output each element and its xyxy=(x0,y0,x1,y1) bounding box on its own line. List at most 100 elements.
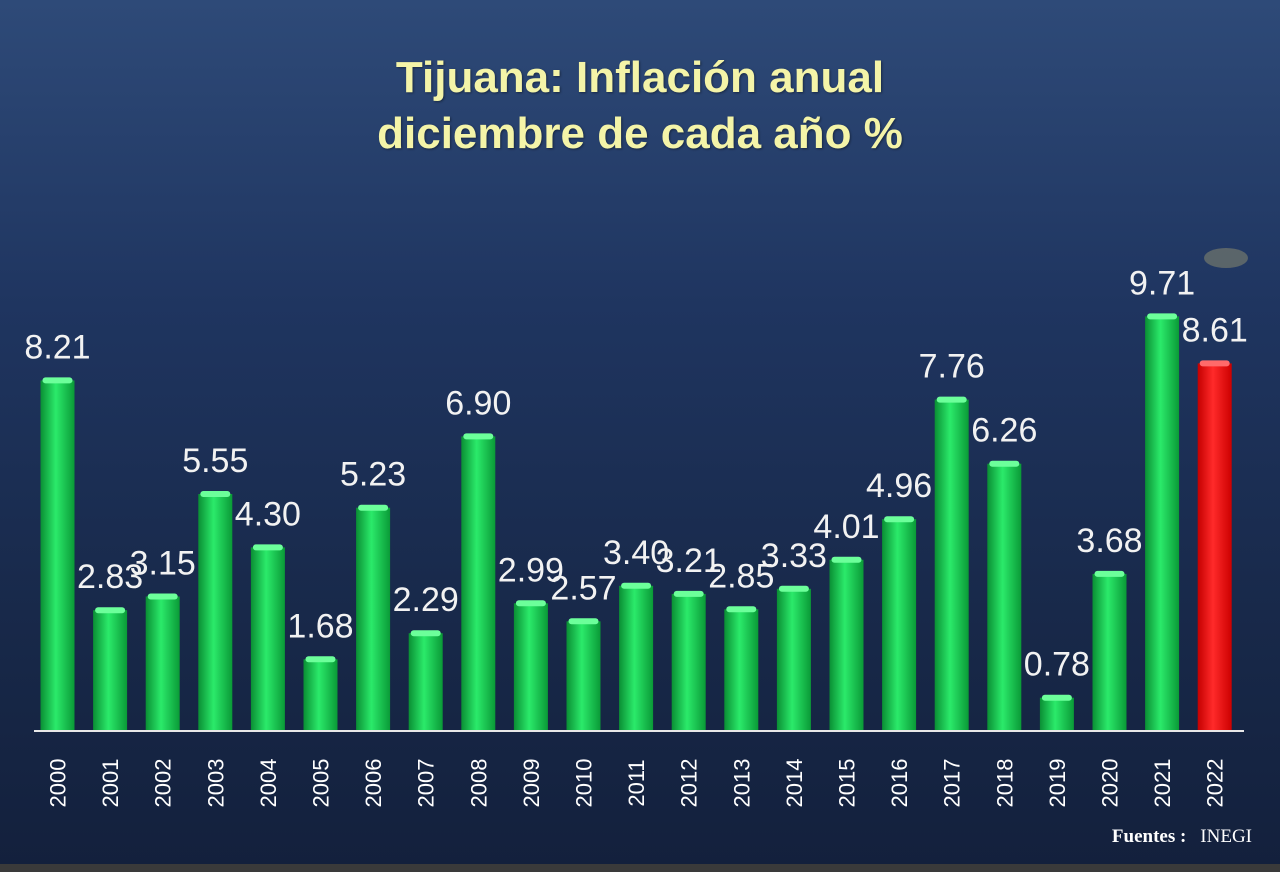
value-label-2015: 4.01 xyxy=(813,508,879,546)
glare-mark xyxy=(1204,248,1248,268)
bar-cap-2002 xyxy=(147,593,178,600)
bar-2022 xyxy=(1197,363,1232,731)
bar-2015 xyxy=(829,559,864,731)
value-label-2016: 4.96 xyxy=(866,467,932,505)
bar-cap-2014 xyxy=(778,585,809,592)
bar-cap-2012 xyxy=(673,590,704,597)
bar-cap-2018 xyxy=(989,460,1020,467)
bar-2019 xyxy=(1039,697,1074,731)
bar-2003 xyxy=(198,494,233,731)
source-name: INEGI xyxy=(1200,826,1252,847)
x-tick-2005: 2005 xyxy=(309,759,334,808)
x-tick-2003: 2003 xyxy=(203,759,228,808)
value-label-2008: 6.90 xyxy=(445,384,511,422)
bar-2018 xyxy=(987,463,1022,731)
value-label-2006: 5.23 xyxy=(340,456,406,494)
bar-2014 xyxy=(776,588,811,731)
bar-cap-2020 xyxy=(1094,570,1125,577)
bar-cap-2019 xyxy=(1041,694,1072,701)
bar-cap-2000 xyxy=(42,377,73,384)
value-label-2019: 0.78 xyxy=(1024,646,1090,684)
bar-cap-2015 xyxy=(831,556,862,563)
bar-cap-2004 xyxy=(252,544,283,551)
value-label-2012: 3.21 xyxy=(656,542,722,580)
bar-2013 xyxy=(724,609,759,731)
source-note: Fuentes : INEGI xyxy=(1112,826,1252,848)
value-label-2011: 3.40 xyxy=(603,534,669,572)
bar-cap-2007 xyxy=(410,630,441,637)
value-label-2007: 2.29 xyxy=(393,581,459,619)
bar-2004 xyxy=(250,547,285,731)
bottom-strip xyxy=(0,864,1280,872)
bar-2006 xyxy=(356,507,391,731)
bar-cap-2001 xyxy=(95,607,126,614)
x-tick-2015: 2015 xyxy=(835,759,860,808)
x-tick-2010: 2010 xyxy=(572,759,597,808)
x-tick-2014: 2014 xyxy=(782,759,807,808)
bar-cap-2021 xyxy=(1147,313,1178,320)
chart-title: Tijuana: Inflación anual diciembre de ca… xyxy=(0,50,1280,162)
chart-title-line1: Tijuana: Inflación anual xyxy=(395,53,885,102)
value-label-2000: 8.21 xyxy=(24,328,90,366)
bar-cap-2008 xyxy=(463,433,494,440)
bar-cap-2003 xyxy=(200,491,231,497)
bar-cap-2011 xyxy=(621,582,652,589)
x-tick-2020: 2020 xyxy=(1098,759,1123,808)
chart-title-line2: diciembre de cada año % xyxy=(377,109,903,158)
bar-2012 xyxy=(671,593,706,731)
value-label-2002: 3.15 xyxy=(130,545,196,583)
x-tick-2009: 2009 xyxy=(519,759,544,808)
bar-cap-2022 xyxy=(1199,360,1230,367)
x-tick-2016: 2016 xyxy=(887,759,912,808)
value-label-2001: 2.83 xyxy=(77,558,143,596)
value-label-2005: 1.68 xyxy=(287,607,353,645)
x-tick-2004: 2004 xyxy=(256,759,281,808)
x-tick-2013: 2013 xyxy=(729,759,754,808)
bar-2000 xyxy=(40,380,75,731)
bar-2021 xyxy=(1145,316,1180,731)
bar-cap-2013 xyxy=(726,606,757,613)
x-tick-2008: 2008 xyxy=(466,759,491,808)
bar-cap-2009 xyxy=(515,600,546,607)
x-tick-2018: 2018 xyxy=(992,759,1017,808)
bar-2001 xyxy=(93,610,128,731)
bar-2017 xyxy=(934,399,969,731)
x-tick-2007: 2007 xyxy=(414,759,439,808)
x-tick-2021: 2021 xyxy=(1150,759,1175,808)
bar-2010 xyxy=(566,621,601,731)
value-label-2022: 8.61 xyxy=(1182,311,1248,349)
value-label-2009: 2.99 xyxy=(498,551,564,589)
bar-2002 xyxy=(145,596,180,731)
value-label-2020: 3.68 xyxy=(1076,522,1142,560)
x-tick-2002: 2002 xyxy=(151,759,176,808)
bar-cap-2006 xyxy=(358,504,389,511)
bar-cap-2017 xyxy=(936,396,967,403)
bar-2008 xyxy=(461,436,496,731)
bar-2007 xyxy=(408,633,443,731)
x-tick-2022: 2022 xyxy=(1203,759,1228,808)
bar-2016 xyxy=(882,519,917,731)
x-tick-2017: 2017 xyxy=(940,759,965,808)
x-tick-2012: 2012 xyxy=(677,759,702,808)
value-label-2017: 7.76 xyxy=(919,348,985,386)
value-label-2021: 9.71 xyxy=(1129,264,1195,302)
bar-cap-2005 xyxy=(305,656,336,663)
value-label-2013: 2.85 xyxy=(708,557,774,595)
bar-cap-2016 xyxy=(884,516,915,523)
x-tick-2011: 2011 xyxy=(624,759,649,806)
bar-2020 xyxy=(1092,573,1127,731)
x-tick-2001: 2001 xyxy=(98,759,123,808)
bar-2005 xyxy=(303,659,338,731)
bar-2009 xyxy=(513,603,548,731)
value-label-2014: 3.33 xyxy=(761,537,827,575)
x-tick-2006: 2006 xyxy=(361,759,386,808)
bar-cap-2010 xyxy=(568,618,599,625)
value-label-2003: 5.55 xyxy=(182,442,248,480)
x-tick-2000: 2000 xyxy=(46,759,71,808)
value-label-2018: 6.26 xyxy=(971,412,1037,450)
bar-2011 xyxy=(619,585,654,731)
source-label: Fuentes : xyxy=(1111,826,1187,847)
x-tick-2019: 2019 xyxy=(1045,759,1070,808)
value-label-2010: 2.57 xyxy=(550,569,616,607)
